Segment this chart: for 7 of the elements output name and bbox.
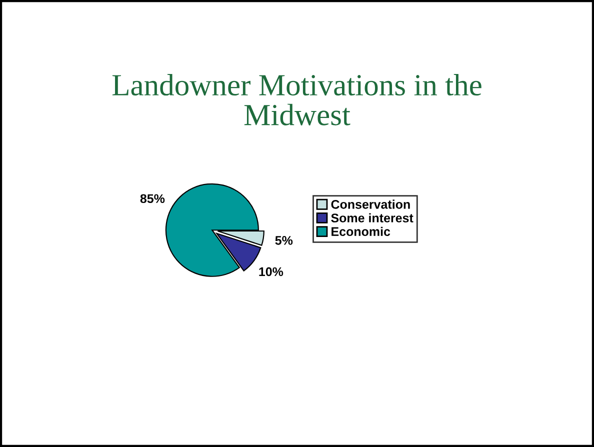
- legend-label: Conservation: [331, 200, 410, 209]
- legend-label: Economic: [332, 226, 390, 236]
- chart-title: Landowner Motivations in the Midwest: [112, 74, 482, 126]
- legend-label: Some interest: [331, 213, 414, 222]
- data-label: 10%: [259, 267, 284, 276]
- data-label: 5%: [275, 236, 293, 245]
- data-label: 85%: [140, 194, 165, 204]
